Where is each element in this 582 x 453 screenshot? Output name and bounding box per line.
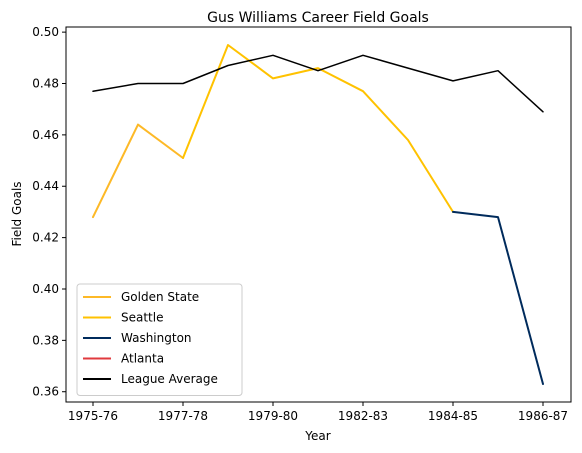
y-tick-label: 0.38: [32, 333, 59, 347]
x-axis: 1975-76 1977-78 1979-80 1982-83 1984-85 1986-…: [68, 402, 568, 423]
series-line-league-average: [92, 54, 544, 113]
legend-label-washington: Washington: [121, 331, 192, 345]
y-tick-label: 0.40: [32, 282, 59, 296]
legend-label-league-average: League Average: [121, 372, 218, 386]
x-tick-label: 1975-76: [68, 409, 118, 423]
chart-title: Gus Williams Career Field Goals: [207, 10, 429, 26]
y-tick-label: 0.46: [32, 128, 59, 142]
y-axis: 0.36 0.38 0.40 0.42 0.44 0.46 0.48 0.50: [32, 25, 66, 399]
series-line-golden-state: [92, 123, 184, 219]
y-axis-label: Field Goals: [10, 181, 24, 246]
series-line-washington: [452, 210, 544, 385]
series-line-seattle: [182, 44, 454, 213]
y-tick-label: 0.48: [32, 77, 59, 91]
x-tick-label: 1986-87: [518, 409, 568, 423]
y-tick-label: 0.50: [32, 25, 59, 39]
x-tick-label: 1977-78: [158, 409, 208, 423]
plot-frame: [65, 26, 572, 403]
y-tick-label: 0.42: [32, 231, 59, 245]
legend-label-golden-state: Golden State: [121, 290, 199, 304]
y-tick-label: 0.36: [32, 385, 59, 399]
x-tick-label: 1982-83: [338, 409, 388, 423]
y-tick-label: 0.44: [32, 179, 59, 193]
legend-box: [76, 283, 243, 396]
x-tick-label: 1979-80: [248, 409, 298, 423]
legend-label-atlanta: Atlanta: [121, 352, 164, 366]
legend: Golden State Seattle Washington Atlanta Leag…: [76, 283, 243, 396]
x-axis-label: Year: [304, 429, 330, 443]
series-lines: [92, 44, 544, 385]
legend-label-seattle: Seattle: [121, 311, 163, 325]
x-tick-label: 1984-85: [428, 409, 478, 423]
